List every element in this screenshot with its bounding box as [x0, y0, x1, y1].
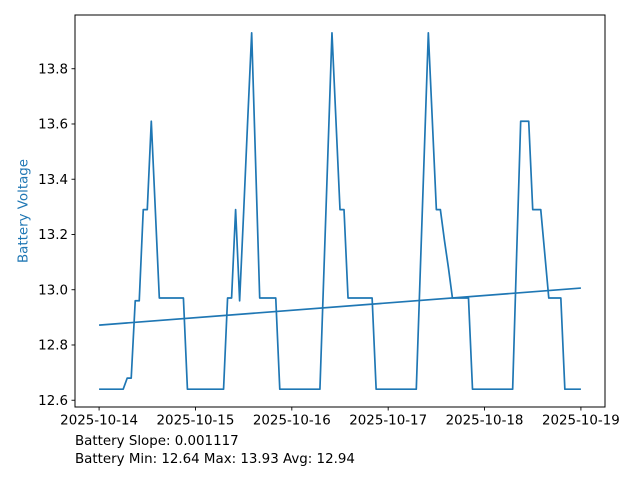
battery-slope-text: Battery Slope: 0.001117 — [75, 434, 239, 449]
y-tick-label: 13.2 — [38, 228, 68, 243]
x-tick-label: 2025-10-15 — [157, 414, 235, 429]
y-tick-label: 13.6 — [38, 118, 68, 133]
x-tick-label: 2025-10-18 — [446, 414, 524, 429]
battery-stats-text: Battery Min: 12.64 Max: 13.93 Avg: 12.94 — [75, 451, 355, 467]
y-axis-label: Battery Voltage — [16, 158, 32, 264]
battery-voltage-line — [99, 31, 581, 391]
x-tick-label: 2025-10-17 — [349, 414, 427, 429]
y-tick-label: 13.0 — [38, 283, 68, 298]
trend-line — [99, 287, 581, 326]
y-tick-label: 13.8 — [38, 62, 68, 77]
x-tick-label: 2025-10-19 — [542, 414, 620, 429]
plot-frame — [74, 14, 606, 408]
y-tick-label: 12.8 — [38, 339, 68, 354]
x-tick-label: 2025-10-14 — [60, 414, 138, 429]
y-tick-label: 12.6 — [38, 394, 68, 409]
x-tick-label: 2025-10-16 — [253, 414, 331, 429]
chart-annotations: Battery Slope: 0.001117 Battery Min: 12.… — [75, 433, 355, 468]
y-tick-label: 13.4 — [38, 173, 68, 188]
